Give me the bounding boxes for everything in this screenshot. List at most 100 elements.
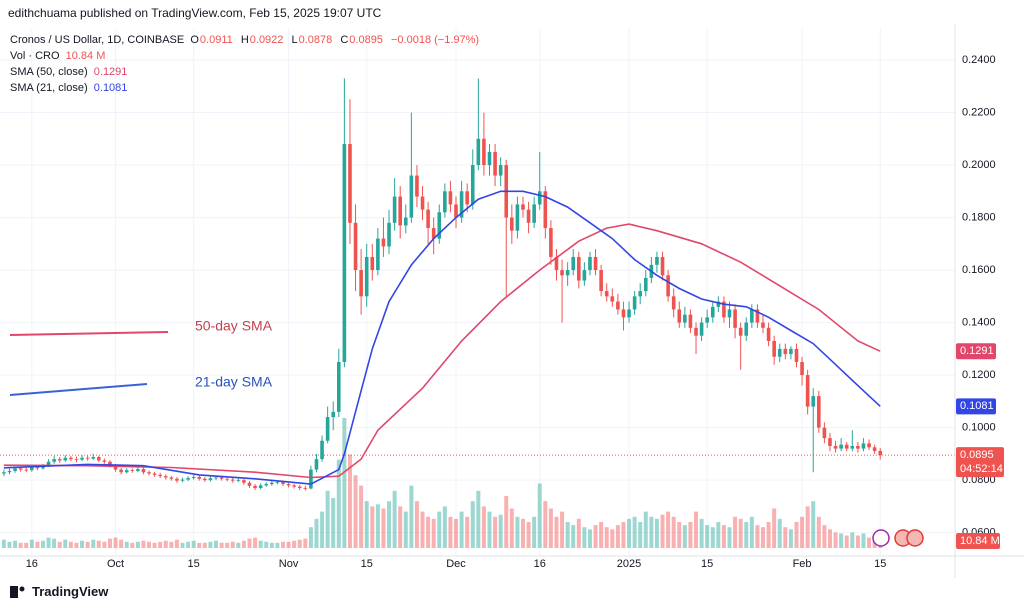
candle-body: [683, 314, 687, 323]
volume-bar: [710, 527, 715, 548]
legend-row: Cronos / US Dollar, 1D, COINBASE O0.0911…: [10, 32, 484, 48]
candle-body: [632, 296, 637, 310]
volume-bar: [465, 516, 470, 548]
price-tag: [956, 343, 996, 360]
icon[interactable]: [872, 529, 890, 547]
volume-bar: [850, 532, 855, 548]
candle-body: [604, 291, 609, 297]
volume-bar: [733, 516, 738, 548]
volume-bar: [40, 540, 45, 548]
volume-bar: [509, 508, 514, 548]
volume-bar: [800, 516, 805, 548]
legend-value: 0.1291: [93, 66, 128, 78]
candle-body: [214, 477, 218, 479]
candle-body: [872, 447, 877, 451]
candle-body: [828, 438, 832, 446]
volume-bar: [392, 490, 397, 548]
candle-body: [532, 204, 536, 223]
volume-bar: [671, 516, 676, 548]
volume-bar: [414, 501, 419, 548]
candle-body: [789, 348, 793, 355]
candle-body: [247, 482, 252, 486]
candle-body: [577, 256, 581, 281]
volume-bar: [174, 539, 179, 548]
volume-bar: [459, 511, 464, 548]
candle-body: [392, 196, 397, 223]
candle-body: [671, 296, 676, 310]
volume-bar: [135, 541, 140, 548]
candle-body: [147, 472, 151, 474]
candle-body: [281, 482, 285, 485]
y-tick-label: 0.1400: [962, 316, 996, 328]
candle-body: [403, 217, 408, 226]
volume-bar: [772, 508, 777, 548]
candle-body: [482, 138, 486, 166]
y-tick-label: 0.2400: [962, 54, 996, 66]
candle-body: [660, 256, 665, 276]
candle-body: [744, 322, 749, 336]
candle-body: [621, 309, 626, 318]
candle-body: [108, 461, 112, 466]
volume-bar: [163, 540, 168, 548]
volume-bar: [297, 539, 302, 548]
volume-bar: [29, 539, 34, 548]
volume-bar: [202, 542, 207, 548]
candle-body: [515, 204, 520, 231]
volume-bar: [783, 527, 788, 548]
volume-bar: [303, 538, 308, 548]
volume-bar: [666, 511, 671, 548]
candle-body: [833, 445, 838, 449]
volume-bar: [225, 542, 230, 548]
volume-bar: [571, 525, 576, 548]
candle-body: [208, 478, 213, 481]
candle-body: [722, 301, 726, 318]
volume-bar: [788, 529, 793, 548]
volume-bar: [766, 522, 771, 548]
volume-bar: [811, 501, 816, 548]
volume-bar: [113, 537, 118, 548]
candle-body: [643, 277, 648, 292]
candle-body: [85, 457, 90, 459]
candle-body: [359, 270, 363, 297]
candle-body: [766, 327, 771, 341]
volume-bar: [253, 537, 258, 548]
candle-body: [124, 470, 129, 473]
volume-bar: [431, 518, 436, 548]
candle-body: [225, 478, 229, 480]
volume-bar: [582, 527, 587, 548]
candle-body: [761, 322, 765, 328]
legend-row: Vol · CRO 10.84 M: [10, 48, 484, 64]
x-tick-label: 15: [361, 558, 373, 570]
candle-body: [376, 238, 380, 271]
tool-icons[interactable]: [872, 529, 924, 547]
volume-bar: [264, 541, 269, 548]
volume-bar: [74, 542, 79, 548]
candle-body: [292, 485, 296, 487]
volume-bar: [688, 522, 693, 548]
volume-bar: [487, 511, 492, 548]
candle-body: [616, 301, 620, 310]
volume-bar: [554, 516, 559, 548]
volume-bar: [186, 541, 191, 548]
candle-body: [370, 256, 375, 271]
volume-bar: [85, 541, 90, 548]
candle-body: [493, 151, 497, 176]
icon[interactable]: [906, 529, 924, 547]
x-tick-label: 15: [874, 558, 886, 570]
candle-body: [74, 459, 79, 460]
volume-bar: [152, 542, 157, 548]
volume-bar: [409, 485, 414, 548]
volume-bar: [381, 508, 386, 548]
candle-body: [571, 256, 576, 271]
y-tick-label: 0.1600: [962, 264, 996, 276]
candle-body: [63, 457, 68, 461]
volume-bar: [107, 538, 112, 548]
volume-bar: [230, 541, 235, 548]
candle-body: [219, 477, 224, 479]
volume-bar: [855, 535, 860, 548]
candle-body: [96, 457, 101, 461]
candle-body: [136, 469, 140, 471]
volume-bar: [867, 537, 872, 548]
